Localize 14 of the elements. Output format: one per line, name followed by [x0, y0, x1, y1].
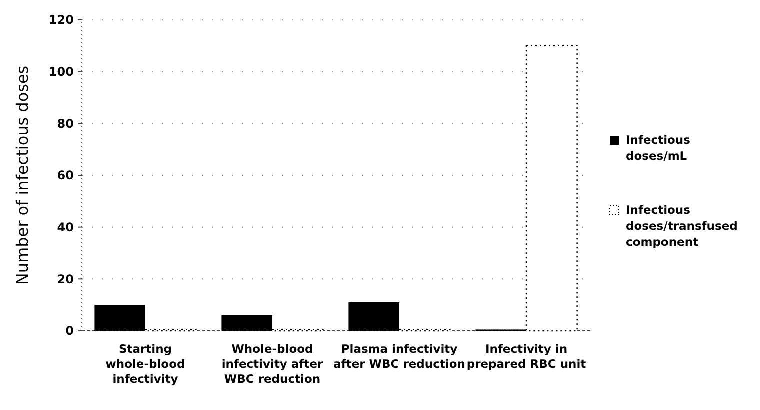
y-tick-label: 40 — [57, 220, 74, 235]
x-tick-label: Whole-blood infectivity after WBC reduction — [222, 342, 324, 386]
y-tick-label: 0 — [66, 324, 74, 338]
y-tick-label: 80 — [57, 116, 74, 131]
y-tick-label: 60 — [57, 168, 74, 183]
y-axis-title: Number of infectious doses — [13, 66, 32, 286]
legend-label: Infectious doses/transfused component — [626, 203, 738, 249]
y-tick-label: 120 — [48, 13, 74, 28]
legend-label: Infectious doses/mL — [626, 133, 691, 163]
y-tick-label: 20 — [57, 272, 74, 286]
y-tick-label: 100 — [48, 65, 74, 80]
x-tick-label: Plasma infectivity after WBC reduction — [334, 342, 466, 371]
x-tick-label: Infectivity in prepared RBC unit — [466, 342, 587, 371]
x-tick-label: Starting whole-blood infectivity — [106, 342, 186, 386]
